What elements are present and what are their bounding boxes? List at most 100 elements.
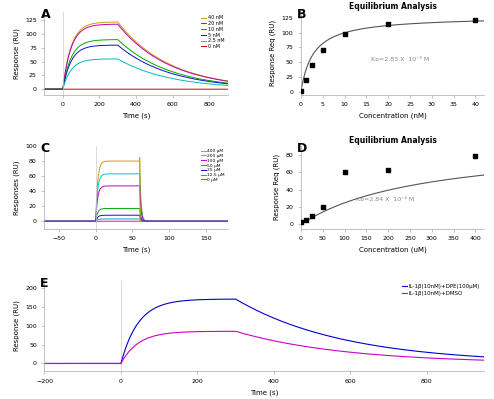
50 μM bbox=[221, 219, 227, 223]
100 μM bbox=[221, 219, 227, 223]
20 nM bbox=[115, 22, 121, 27]
IL-1β(10nM)+DMSO bbox=[230, 329, 236, 334]
Point bbox=[384, 167, 392, 174]
200 μM bbox=[62, 219, 68, 223]
50 μM bbox=[41, 219, 47, 223]
50 μM bbox=[225, 219, 231, 223]
0 μM bbox=[120, 219, 125, 223]
200 μM bbox=[221, 219, 227, 223]
Line: 100 μM: 100 μM bbox=[44, 186, 228, 221]
IL-1β(10nM)+DMSO bbox=[481, 358, 487, 363]
IL-1β(10nM)+DPE(100μM) bbox=[361, 341, 367, 346]
100 μM bbox=[225, 219, 231, 223]
IL-1β(10nM)+DPE(100μM) bbox=[250, 306, 256, 311]
IL-1β(10nM)+DMSO bbox=[250, 334, 256, 338]
Point bbox=[297, 88, 305, 94]
40 nM bbox=[41, 87, 47, 92]
2.5 nM bbox=[225, 83, 231, 88]
0 μM bbox=[41, 219, 47, 223]
100 μM bbox=[112, 184, 118, 188]
12.5 μM bbox=[41, 219, 47, 223]
0 nM bbox=[112, 87, 118, 92]
100 μM bbox=[137, 184, 143, 188]
20 nM bbox=[73, 35, 79, 40]
Line: 20 nM: 20 nM bbox=[44, 24, 228, 89]
10 nM bbox=[73, 47, 79, 52]
400 μM bbox=[202, 219, 207, 223]
200 μM bbox=[137, 172, 143, 176]
12.5 μM bbox=[120, 217, 125, 221]
10 nM bbox=[115, 37, 121, 42]
40 nM bbox=[202, 74, 207, 79]
400 μM bbox=[120, 159, 125, 164]
Legend: IL-1β(10nM)+DPE(100μM), IL-1β(10nM)+DMSO: IL-1β(10nM)+DPE(100μM), IL-1β(10nM)+DMSO bbox=[401, 283, 481, 297]
0 nM bbox=[73, 87, 79, 92]
IL-1β(10nM)+DPE(100μM) bbox=[230, 297, 236, 302]
25 μM bbox=[202, 219, 207, 223]
Point bbox=[340, 31, 348, 38]
Point bbox=[471, 16, 479, 23]
Line: 5 nM: 5 nM bbox=[44, 45, 228, 89]
0 nM bbox=[120, 87, 125, 92]
25 μM bbox=[137, 213, 143, 217]
X-axis label: Time (s): Time (s) bbox=[122, 247, 150, 253]
0 nM bbox=[62, 87, 68, 92]
2.5 nM bbox=[73, 63, 79, 67]
100 μM bbox=[73, 219, 79, 223]
200 μM bbox=[120, 172, 125, 176]
Point bbox=[297, 219, 305, 225]
400 μM bbox=[221, 219, 227, 223]
Point bbox=[340, 169, 348, 175]
X-axis label: Time (s): Time (s) bbox=[122, 113, 150, 119]
12.5 μM bbox=[225, 219, 231, 223]
Line: 50 μM: 50 μM bbox=[44, 208, 228, 221]
20 nM bbox=[112, 22, 118, 27]
200 μM bbox=[225, 219, 231, 223]
12.5 μM bbox=[202, 219, 207, 223]
Line: 400 μM: 400 μM bbox=[44, 161, 228, 221]
25 μM bbox=[62, 219, 68, 223]
2.5 nM bbox=[115, 57, 121, 61]
Line: 200 μM: 200 μM bbox=[44, 174, 228, 221]
IL-1β(10nM)+DPE(100μM) bbox=[41, 361, 47, 366]
40 nM bbox=[73, 33, 79, 38]
2.5 nM bbox=[120, 59, 125, 64]
10 nM bbox=[221, 80, 227, 85]
20 nM bbox=[62, 69, 68, 74]
Line: IL-1β(10nM)+DMSO: IL-1β(10nM)+DMSO bbox=[44, 331, 484, 363]
400 μM bbox=[112, 159, 118, 164]
Text: Kᴅ=2.84 X  10⁻⁴ M: Kᴅ=2.84 X 10⁻⁴ M bbox=[356, 197, 414, 202]
2.5 nM bbox=[62, 79, 68, 83]
IL-1β(10nM)+DPE(100μM) bbox=[468, 354, 474, 358]
200 μM bbox=[112, 172, 118, 176]
50 μM bbox=[120, 206, 125, 211]
IL-1β(10nM)+DPE(100μM) bbox=[233, 297, 239, 302]
Point bbox=[319, 47, 327, 53]
Legend: 40 nM, 20 nM, 10 nM, 5 nM, 2.5 nM, 0 nM: 40 nM, 20 nM, 10 nM, 5 nM, 2.5 nM, 0 nM bbox=[201, 14, 225, 50]
5 nM bbox=[202, 78, 207, 83]
Text: C: C bbox=[41, 142, 50, 155]
25 μM bbox=[225, 219, 231, 223]
50 μM bbox=[112, 206, 118, 211]
400 μM bbox=[62, 219, 68, 223]
12.5 μM bbox=[137, 217, 143, 221]
Text: E: E bbox=[40, 277, 48, 290]
10 nM bbox=[112, 37, 118, 42]
Point bbox=[471, 153, 479, 160]
10 nM bbox=[41, 87, 47, 92]
Line: IL-1β(10nM)+DPE(100μM): IL-1β(10nM)+DPE(100μM) bbox=[44, 299, 484, 363]
50 μM bbox=[202, 219, 207, 223]
25 μM bbox=[41, 219, 47, 223]
100 μM bbox=[120, 184, 125, 188]
0 nM bbox=[225, 87, 231, 92]
200 μM bbox=[73, 219, 79, 223]
0 μM bbox=[221, 219, 227, 223]
0 μM bbox=[73, 219, 79, 223]
40 nM bbox=[120, 26, 125, 30]
20 nM bbox=[202, 74, 207, 79]
10 nM bbox=[62, 73, 68, 78]
Y-axis label: Response Req (RU): Response Req (RU) bbox=[273, 154, 280, 220]
Line: 10 nM: 10 nM bbox=[44, 40, 228, 89]
IL-1β(10nM)+DMSO bbox=[446, 357, 452, 361]
20 nM bbox=[120, 28, 125, 32]
